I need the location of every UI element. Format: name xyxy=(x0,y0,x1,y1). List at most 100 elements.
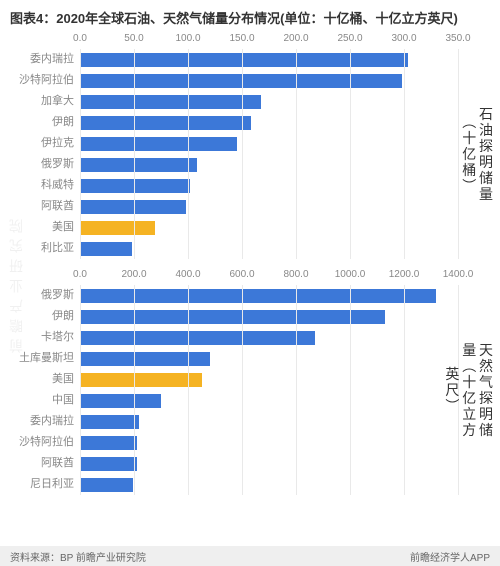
bar xyxy=(80,310,385,324)
bar-row xyxy=(80,116,458,130)
category-label: 伊朗 xyxy=(0,311,74,322)
bar-row xyxy=(80,242,458,256)
category-label: 伊拉克 xyxy=(0,138,74,149)
category-label: 中国 xyxy=(0,395,74,406)
bar-row xyxy=(80,200,458,214)
bar-row xyxy=(80,415,458,429)
bar-row xyxy=(80,137,458,151)
gridline xyxy=(242,49,243,259)
gridline xyxy=(404,49,405,259)
bar-row xyxy=(80,179,458,193)
bar-row xyxy=(80,158,458,172)
axis-top-oil: 0.0 50.0 100.0 150.0 200.0 250.0 300.0 350.0 xyxy=(0,31,500,49)
bar-row xyxy=(80,221,458,235)
gridline xyxy=(188,285,189,495)
bar xyxy=(80,200,186,214)
bar xyxy=(80,116,251,130)
bar xyxy=(80,457,137,471)
bar xyxy=(80,373,202,387)
bar-row xyxy=(80,394,458,408)
bar xyxy=(80,415,139,429)
axis-tick: 800.0 xyxy=(283,269,308,280)
gridline xyxy=(134,285,135,495)
gridline xyxy=(458,49,459,259)
chart-gas: 0.0200.0400.0600.0800.01000.01200.01400.… xyxy=(0,267,500,495)
page: 前瞻产业研究院 图表4：2020年全球石油、天然气储量分布情况(单位：十亿桶、十… xyxy=(0,0,500,566)
side-label-gas: 天然气探明储量（十亿立方英尺） xyxy=(444,338,494,443)
axis-tick: 100.0 xyxy=(175,33,200,44)
bar xyxy=(80,53,408,67)
bar-row xyxy=(80,331,458,345)
gridline xyxy=(404,285,405,495)
chart-title: 图表4：2020年全球石油、天然气储量分布情况(单位：十亿桶、十亿立方英尺) xyxy=(0,0,500,31)
category-labels-oil: 委内瑞拉沙特阿拉伯加拿大伊朗伊拉克俄罗斯科威特阿联酋美国利比亚 xyxy=(0,49,80,259)
category-label: 俄罗斯 xyxy=(0,159,74,170)
gridline xyxy=(80,285,81,495)
brand-label: 前瞻经济学人APP xyxy=(410,549,490,564)
gridline xyxy=(350,285,351,495)
axis-tick: 350.0 xyxy=(445,33,470,44)
plot-area-oil xyxy=(80,49,458,259)
gridline xyxy=(80,49,81,259)
axis-tick: 400.0 xyxy=(175,269,200,280)
bar-row xyxy=(80,478,458,492)
axis-tick: 1200.0 xyxy=(389,269,420,280)
axis-tick: 0.0 xyxy=(73,33,87,44)
axis-tick: 1000.0 xyxy=(335,269,366,280)
category-label: 美国 xyxy=(0,374,74,385)
bar-row xyxy=(80,352,458,366)
category-labels-gas: 俄罗斯伊朗卡塔尔土库曼斯坦美国中国委内瑞拉沙特阿拉伯阿联酋尼日利亚 xyxy=(0,285,80,495)
category-label: 科威特 xyxy=(0,180,74,191)
gridline xyxy=(134,49,135,259)
bar-row xyxy=(80,74,458,88)
category-label: 沙特阿拉伯 xyxy=(0,75,74,86)
gridline xyxy=(296,49,297,259)
bar xyxy=(80,352,210,366)
bar-row xyxy=(80,95,458,109)
bar xyxy=(80,137,237,151)
category-label: 俄罗斯 xyxy=(0,290,74,301)
axis-top-gas: 0.0200.0400.0600.0800.01000.01200.01400.… xyxy=(0,267,500,285)
bar-row xyxy=(80,436,458,450)
chart-oil: 0.0 50.0 100.0 150.0 200.0 250.0 300.0 350.0 委内… xyxy=(0,31,500,259)
bar-row xyxy=(80,53,458,67)
category-label: 阿联酋 xyxy=(0,458,74,469)
bar xyxy=(80,436,137,450)
axis-tick: 200.0 xyxy=(283,33,308,44)
bar-row xyxy=(80,310,458,324)
category-label: 尼日利亚 xyxy=(0,479,74,490)
category-label: 加拿大 xyxy=(0,96,74,107)
gridline xyxy=(188,49,189,259)
bar-row xyxy=(80,457,458,471)
bar xyxy=(80,331,315,345)
gridline xyxy=(350,49,351,259)
footer: 资料来源：BP 前瞻产业研究院 前瞻经济学人APP xyxy=(0,546,500,566)
axis-tick: 600.0 xyxy=(229,269,254,280)
bar xyxy=(80,95,261,109)
category-label: 委内瑞拉 xyxy=(0,416,74,427)
axis-tick: 300.0 xyxy=(391,33,416,44)
bar xyxy=(80,74,402,88)
category-label: 利比亚 xyxy=(0,243,74,254)
category-label: 伊朗 xyxy=(0,117,74,128)
axis-tick: 250.0 xyxy=(337,33,362,44)
axis-tick: 150.0 xyxy=(229,33,254,44)
side-label-oil: 石油探明储量（十亿桶） xyxy=(460,102,494,207)
bar xyxy=(80,158,197,172)
axis-tick: 1400.0 xyxy=(443,269,474,280)
category-label: 阿联酋 xyxy=(0,201,74,212)
source-label: 资料来源：BP 前瞻产业研究院 xyxy=(10,549,146,564)
category-label: 委内瑞拉 xyxy=(0,54,74,65)
bar xyxy=(80,478,133,492)
category-label: 沙特阿拉伯 xyxy=(0,437,74,448)
gridline xyxy=(242,285,243,495)
category-label: 卡塔尔 xyxy=(0,332,74,343)
category-label: 美国 xyxy=(0,222,74,233)
gridline xyxy=(296,285,297,495)
bar-row xyxy=(80,373,458,387)
axis-tick: 50.0 xyxy=(124,33,143,44)
category-label: 土库曼斯坦 xyxy=(0,353,74,364)
bar-row xyxy=(80,289,458,303)
bar xyxy=(80,242,132,256)
bar xyxy=(80,221,155,235)
